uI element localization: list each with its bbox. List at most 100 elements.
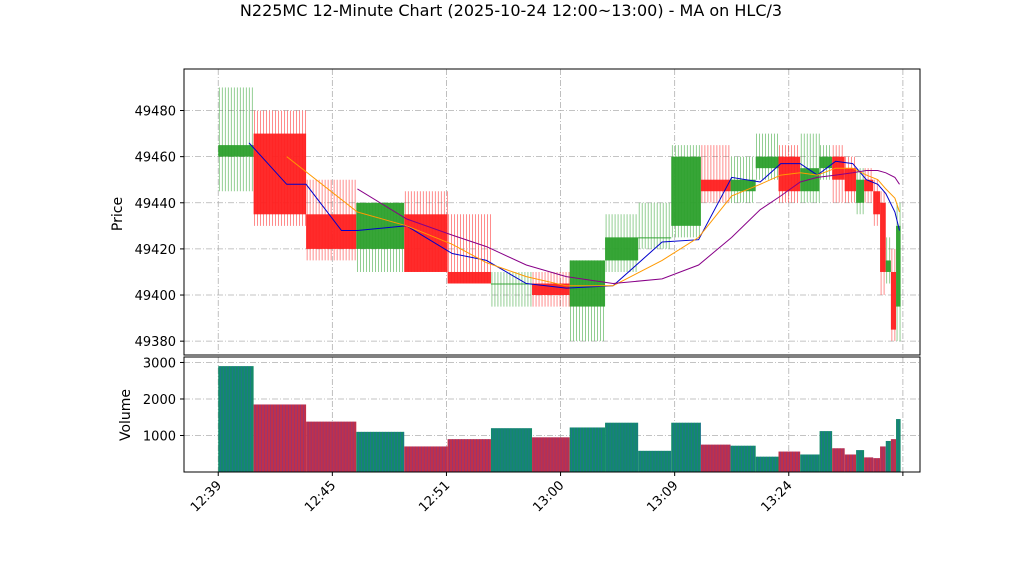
candle <box>896 202 901 342</box>
candle-body <box>880 202 886 272</box>
price-ytick-label: 49480 <box>135 105 176 120</box>
candle <box>306 179 357 261</box>
volume-bar <box>447 439 491 472</box>
volume-bar-fill <box>800 454 820 472</box>
candle <box>880 191 886 296</box>
x-tick-label: 12:39 <box>188 478 225 515</box>
volume-ytick-label: 2000 <box>143 393 176 408</box>
volume-bar-fill <box>819 431 833 472</box>
volume-bar-fill <box>890 439 897 472</box>
candle <box>755 133 779 180</box>
volume-bar <box>800 454 820 472</box>
candle-body <box>700 179 731 192</box>
candle <box>844 156 857 203</box>
candle <box>356 202 405 272</box>
candle-body <box>218 145 254 157</box>
volume-bar <box>671 422 701 472</box>
candle <box>569 260 606 342</box>
x-tick-label: 13:09 <box>644 478 681 515</box>
volume-bar <box>253 404 307 472</box>
x-tick-label: 12:51 <box>416 478 453 515</box>
volume-bar <box>356 431 405 472</box>
candle-body <box>356 202 405 249</box>
volume-bar-fill <box>490 428 533 472</box>
candle-body <box>819 156 833 169</box>
x-axis-ticks: 12:39 12:45 12:51 13:00 13:09 13:24 <box>188 472 904 515</box>
volume-y-ticks: 1000 2000 3000 <box>143 356 184 444</box>
x-tick-label: 13:00 <box>530 478 567 515</box>
volume-bar-fill <box>844 454 857 472</box>
volume-bar <box>856 450 865 472</box>
candle-body <box>755 156 779 169</box>
volume-bar-fill <box>885 440 891 472</box>
volume-bar <box>700 444 731 472</box>
price-ylabel: Price <box>110 197 126 231</box>
volume-bar-fill <box>730 445 756 472</box>
ma-line <box>357 170 900 285</box>
candle <box>730 156 756 203</box>
candle-body <box>306 214 357 249</box>
candle-body <box>896 225 901 307</box>
volume-bar <box>880 446 886 472</box>
volume-axes-frame <box>183 356 921 473</box>
candle-body <box>447 271 491 284</box>
volume-bar-fill <box>873 458 881 472</box>
volume-bar <box>638 450 672 472</box>
volume-bar <box>832 448 845 472</box>
candle <box>864 168 874 203</box>
x-tick-label: 12:45 <box>302 478 339 515</box>
candle <box>890 248 897 342</box>
candle-body <box>885 260 891 272</box>
candle <box>253 110 307 226</box>
volume-bar <box>730 445 756 472</box>
candle-body <box>532 283 570 296</box>
volume-bar-fill <box>856 450 865 472</box>
candle-body <box>253 133 307 215</box>
candle <box>490 271 533 307</box>
volume-bar <box>755 456 779 472</box>
price-y-ticks: 49380 49400 49420 49440 49460 49480 <box>135 105 184 350</box>
price-panel: 49380 49400 49420 49440 49460 49480 Price <box>110 68 921 356</box>
volume-bar-fill <box>404 446 448 472</box>
volume-bar-fill <box>864 457 874 472</box>
volume-panel: 1000 2000 3000 Volume <box>118 356 921 473</box>
candle <box>700 145 731 203</box>
volume-bar-fill <box>605 422 639 472</box>
candle-body <box>890 271 897 330</box>
candle <box>819 145 833 180</box>
volume-bar <box>569 427 606 472</box>
candle-body <box>605 237 639 261</box>
ma-line <box>248 142 900 289</box>
candle-body <box>856 179 865 203</box>
candle <box>885 237 891 284</box>
candlesticks <box>218 87 901 342</box>
volume-bar-fill <box>532 437 570 472</box>
volume-bar <box>885 440 891 472</box>
ma-line <box>286 156 900 287</box>
volume-bars <box>218 366 901 472</box>
volume-bar <box>844 454 857 472</box>
price-ytick-label: 49440 <box>135 197 176 212</box>
candle-body <box>873 191 881 215</box>
volume-bar <box>490 428 533 472</box>
volume-ylabel: Volume <box>118 389 134 441</box>
candle <box>447 214 491 284</box>
volume-bar <box>896 419 901 472</box>
candle-body <box>490 283 533 285</box>
candle <box>800 133 820 203</box>
volume-bar <box>864 457 874 472</box>
volume-bar-fill <box>700 444 731 472</box>
volume-ytick-label: 1000 <box>143 429 176 444</box>
volume-bar <box>819 431 833 472</box>
volume-bar-fill <box>447 439 491 472</box>
volume-bar-fill <box>880 446 886 472</box>
volume-ytick-label: 3000 <box>143 356 176 371</box>
volume-bar-fill <box>755 456 779 472</box>
volume-bar <box>605 422 639 472</box>
volume-bar <box>306 421 357 472</box>
candle-body <box>404 214 448 272</box>
candle-body <box>844 168 857 192</box>
price-ytick-label: 49460 <box>135 151 176 166</box>
volume-bar <box>873 458 881 472</box>
candle-body <box>864 179 874 192</box>
